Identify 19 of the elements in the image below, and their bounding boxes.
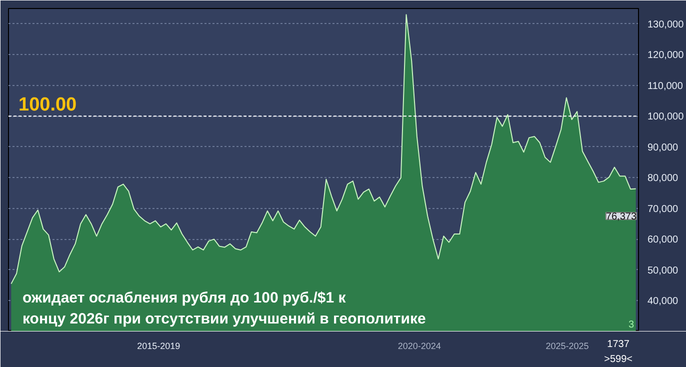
annotation: ожидает ослабления рубля до 100 руб./$1 к концу 2026г при отсутствии улучшений в геополитике — [22, 289, 426, 328]
y-tick-label: 100,000 — [648, 112, 684, 123]
y-tick-label: 90,000 — [648, 142, 679, 154]
annotation: 100.00 — [18, 94, 77, 116]
y-tick-label: 70,000 — [648, 204, 679, 215]
y-tick-label: 120,000 — [648, 50, 684, 62]
y-tick-label: 60,000 — [648, 234, 679, 246]
annotation: 3 — [628, 320, 634, 330]
y-tick-label: 40,000 — [648, 296, 679, 308]
annotation: 76,373 — [606, 212, 637, 222]
text: 2020-2024 — [398, 341, 441, 351]
text: 1737 — [607, 339, 630, 350]
text: 2025-2025 — [546, 341, 589, 351]
y-tick-label: 110,000 — [648, 80, 684, 92]
y-tick-label: 50,000 — [648, 265, 679, 276]
text: >599< — [604, 354, 633, 365]
y-tick-label: 80,000 — [648, 173, 679, 184]
text: 2015-2019 — [137, 341, 180, 351]
y-tick-label: 130,000 — [648, 19, 684, 30]
